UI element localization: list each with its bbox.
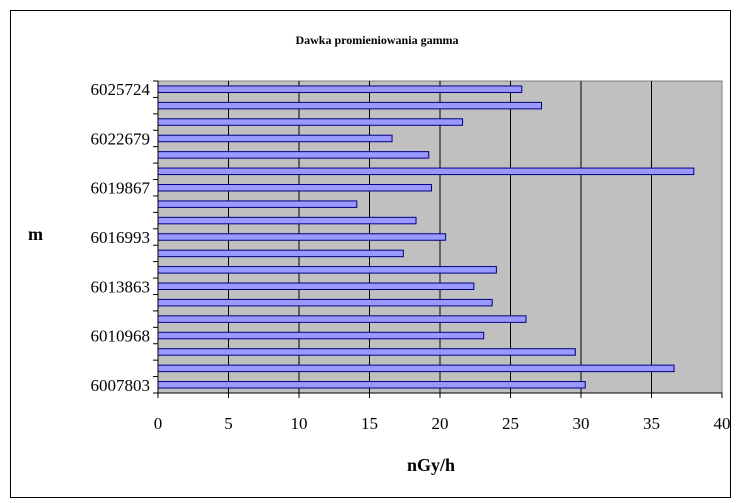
bar-6022679: [157, 134, 393, 143]
bar-6025724: [157, 85, 523, 93]
bar-6007803: [157, 381, 586, 389]
y-tick-label-6022679: 6022679: [91, 129, 151, 148]
bar-row-14: [157, 298, 493, 307]
axes-layer: [153, 80, 723, 398]
x-tick-label-15: 15: [361, 414, 378, 433]
bar-6019867: [157, 183, 433, 192]
bar-row-18: [157, 364, 675, 373]
bar-row-11: [157, 249, 404, 258]
y-tick-label-6007803: 6007803: [91, 376, 151, 395]
chart-frame: Dawka promieniowania gamma 0 5 10 15 20 25 30 3…: [10, 10, 731, 498]
x-tick-labels: 0 5 10 15 20 25 30 35 40: [154, 414, 731, 433]
x-tick-label-20: 20: [432, 414, 449, 433]
bar-6010968: [157, 331, 485, 340]
bar-row-12: [157, 266, 497, 274]
x-tick-label-5: 5: [224, 414, 233, 433]
bar-row-5: [157, 151, 430, 159]
bar-row-9: [157, 216, 417, 225]
y-tick-labels: 6025724 6022679 6019867 6016993 6013863 60109…: [91, 80, 151, 395]
x-tick-label-35: 35: [643, 414, 660, 433]
bar-row-6: [157, 167, 695, 176]
bar-row-2: [157, 101, 543, 110]
x-tick-label-30: 30: [573, 414, 590, 433]
y-axis-label: m: [28, 224, 43, 244]
chart-svg: Dawka promieniowania gamma 0 5 10 15 20 25 30 3…: [28, 33, 731, 475]
x-tick-label-25: 25: [502, 414, 519, 433]
y-tick-label-6016993: 6016993: [91, 228, 151, 247]
bar-row-17: [157, 348, 576, 356]
bar-6013863: [157, 282, 475, 291]
x-tick-label-0: 0: [154, 414, 163, 433]
bar-row-3: [157, 118, 464, 126]
bar-row-8: [157, 200, 358, 208]
y-tick-label-6010968: 6010968: [91, 327, 151, 346]
bars-layer: [157, 85, 695, 389]
x-tick-label-40: 40: [714, 414, 731, 433]
x-axis-label: nGy/h: [407, 455, 455, 475]
y-tick-label-6025724: 6025724: [91, 80, 151, 99]
bar-row-15: [157, 315, 527, 323]
x-tick-label-10: 10: [291, 414, 308, 433]
grid-layer: [228, 81, 652, 393]
chart-title: Dawka promieniowania gamma: [295, 33, 458, 47]
bar-6016993: [157, 233, 447, 241]
y-tick-label-6013863: 6013863: [91, 277, 151, 296]
y-tick-label-6019867: 6019867: [91, 179, 151, 198]
